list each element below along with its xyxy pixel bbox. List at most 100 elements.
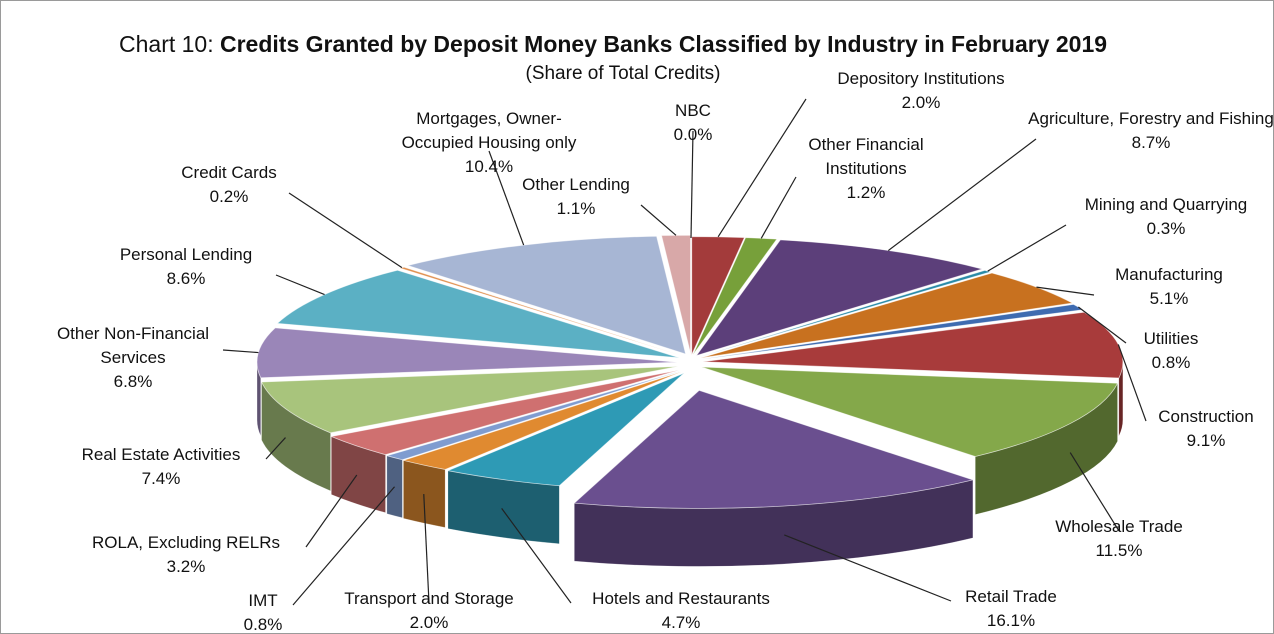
- slice: [446, 372, 685, 487]
- leader-line: [760, 176, 797, 239]
- leader-line: [288, 192, 403, 269]
- category-label: Credit Cards: [181, 163, 277, 182]
- leader-line: [292, 486, 395, 606]
- slice-label: Wholesale Trade 11.5%: [1039, 515, 1199, 563]
- category-label: Wholesale Trade: [1055, 517, 1183, 536]
- value-label: 8.6%: [166, 269, 206, 288]
- value-label: 7.4%: [141, 469, 181, 488]
- value-label: 5.1%: [1149, 289, 1189, 308]
- value-label: 0.8%: [243, 615, 283, 634]
- title-main: Credits Granted by Deposit Money Banks C…: [220, 31, 1108, 57]
- leader-line: [690, 130, 694, 239]
- category-label: Depository Institutions: [837, 69, 1005, 88]
- slice-label: Hotels and Restaurants 4.7%: [561, 587, 801, 633]
- category-label: Other Non-Financial Services: [56, 324, 210, 367]
- value-label: 3.2%: [166, 557, 206, 576]
- slice: [700, 272, 1074, 359]
- slice-label: Credit Cards 0.2%: [159, 161, 299, 209]
- value-label: 8.7%: [1131, 133, 1171, 152]
- category-label: Retail Trade: [965, 587, 1057, 606]
- leader-line: [1036, 286, 1095, 296]
- slice-label: Depository Institutions 2.0%: [796, 67, 1046, 115]
- leader-line: [423, 494, 430, 604]
- leader-line: [222, 349, 259, 354]
- value-label: 0.3%: [1146, 219, 1186, 238]
- slice: [573, 389, 975, 509]
- value-label: 11.5%: [1095, 541, 1143, 560]
- category-label: Hotels and Restaurants: [592, 589, 770, 608]
- category-label: IMT: [248, 591, 278, 610]
- leader-line: [1077, 306, 1127, 344]
- leader-line: [1117, 344, 1147, 422]
- category-label: Agriculture, Forestry and Fishing: [1028, 109, 1274, 128]
- leader-line: [275, 274, 325, 296]
- value-label: 0.2%: [209, 187, 249, 206]
- chart-title: Chart 10: Credits Granted by Deposit Mon…: [119, 31, 1107, 58]
- category-label: Personal Lending: [119, 245, 253, 264]
- value-label: 1.2%: [846, 183, 886, 202]
- value-label: 9.1%: [1186, 431, 1226, 450]
- slice: [691, 236, 746, 355]
- slice-label: Real Estate Activities 7.4%: [46, 443, 276, 491]
- value-label: 6.8%: [113, 372, 153, 391]
- category-label: ROLA, Excluding RELRs: [91, 533, 281, 552]
- category-label: Construction: [1158, 407, 1254, 426]
- leader-line: [501, 508, 572, 604]
- slice: [401, 371, 682, 470]
- title-prefix: Chart 10:: [119, 31, 214, 57]
- slice: [260, 366, 678, 434]
- slice-label: Mortgages, Owner-Occupied Housing only 10…: [389, 107, 589, 179]
- value-label: 4.7%: [661, 613, 701, 632]
- slice-label: Transport and Storage 2.0%: [319, 587, 539, 633]
- slice-label: NBC 0.0%: [653, 99, 733, 147]
- value-label: 0.0%: [673, 125, 713, 144]
- leader-line: [305, 474, 358, 548]
- slice-label: ROLA, Excluding RELRs 3.2%: [56, 531, 316, 579]
- value-label: 2.0%: [409, 613, 449, 632]
- leader-line: [784, 534, 952, 602]
- category-label: NBC: [675, 101, 711, 120]
- leader-line: [887, 138, 1037, 252]
- slice-side: [386, 455, 403, 519]
- leader-line: [265, 437, 286, 460]
- slice: [329, 369, 679, 456]
- slice-label: Mining and Quarrying 0.3%: [1056, 193, 1273, 241]
- slice-label: Other Non-Financial Services 6.8%: [33, 322, 233, 394]
- slice-label: Agriculture, Forestry and Fishing 8.7%: [1026, 107, 1274, 155]
- slice-label: Other Financial Institutions 1.2%: [786, 133, 946, 205]
- slice: [385, 370, 681, 461]
- category-label: Other Lending: [522, 175, 630, 194]
- category-label: Mortgages, Owner-Occupied Housing only: [401, 109, 577, 152]
- leader-line: [640, 204, 677, 236]
- value-label: 1.1%: [556, 199, 596, 218]
- slice: [699, 269, 993, 358]
- slice-label: Retail Trade 16.1%: [941, 585, 1081, 633]
- slice: [256, 327, 678, 379]
- value-label: 16.1%: [986, 611, 1036, 630]
- value-label: 10.4%: [464, 157, 514, 176]
- leader-line: [717, 98, 807, 238]
- category-label: Mining and Quarrying: [1084, 195, 1248, 214]
- category-label: Utilities: [1143, 329, 1199, 348]
- slice-label: Manufacturing 5.1%: [1084, 263, 1254, 311]
- category-label: Manufacturing: [1115, 265, 1223, 284]
- slice-label: Construction 9.1%: [1136, 405, 1273, 453]
- leader-line: [1069, 452, 1120, 532]
- slice-label: Utilities 0.8%: [1116, 327, 1226, 375]
- value-label: 0.8%: [1151, 353, 1191, 372]
- slice: [701, 366, 1119, 457]
- leader-line: [987, 224, 1067, 272]
- category-label: Other Financial Institutions: [808, 135, 924, 178]
- slice: [398, 266, 682, 357]
- value-label: 2.0%: [901, 93, 941, 112]
- slice-label: Other Lending 1.1%: [501, 173, 651, 221]
- slice-side: [403, 460, 446, 528]
- chart-subtitle: (Share of Total Credits): [525, 63, 721, 84]
- slice-label: IMT 0.8%: [223, 589, 303, 634]
- slice-label: Personal Lending 8.6%: [86, 243, 286, 291]
- category-label: Transport and Storage: [344, 589, 514, 608]
- slice: [406, 235, 687, 355]
- category-label: Real Estate Activities: [81, 445, 241, 464]
